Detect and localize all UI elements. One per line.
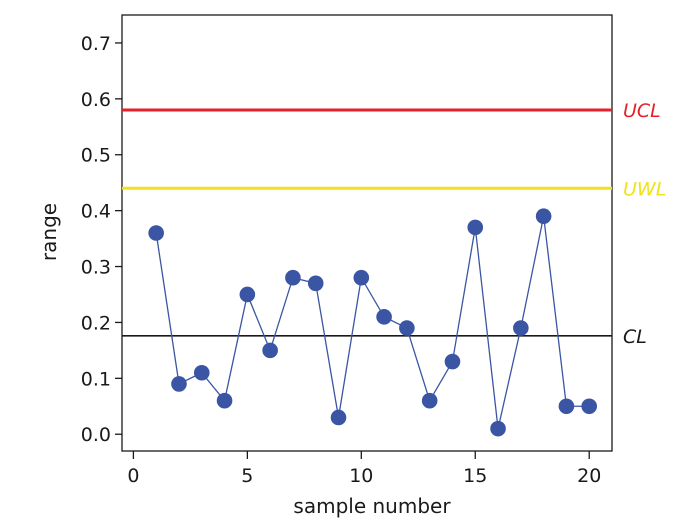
y-tick-label: 0.4	[81, 201, 111, 223]
x-axis-title: sample number	[293, 494, 451, 518]
data-point	[513, 320, 529, 336]
y-axis-title: range	[37, 203, 61, 261]
data-point	[148, 225, 164, 241]
ref-label-cl: CL	[623, 326, 647, 348]
data-point	[581, 398, 598, 415]
data-point	[535, 208, 552, 225]
y-axis: 0.0 0.1 0.2 0.3 0.4 0.5 0.6 0.7	[81, 33, 122, 446]
data-point	[262, 342, 278, 359]
x-tick-label: 15	[463, 465, 487, 487]
data-point	[216, 392, 233, 409]
x-tick-label: 20	[577, 465, 601, 487]
data-point	[421, 392, 438, 409]
data-point	[239, 286, 256, 303]
data-point	[399, 320, 415, 336]
data-point	[376, 309, 392, 325]
data-point	[307, 275, 324, 292]
y-tick-label: 0.5	[81, 145, 111, 167]
data-point	[353, 269, 370, 286]
ref-label-ucl: UCL	[623, 100, 661, 122]
data-point	[444, 353, 461, 370]
y-tick-label: 0.3	[81, 257, 111, 279]
plot-frame	[121, 14, 613, 452]
x-axis: 0 5 10 15 20	[127, 451, 601, 487]
y-tick-label: 0.0	[81, 424, 111, 446]
y-tick-label: 0.1	[81, 368, 111, 390]
series-layer	[148, 208, 598, 437]
x-tick-label: 10	[349, 465, 373, 487]
y-tick-label: 0.6	[81, 89, 111, 111]
data-point	[193, 364, 210, 381]
reference-lines: UCL UWL CL	[122, 100, 666, 348]
data-point	[490, 420, 506, 437]
ref-label-uwl: UWL	[623, 178, 666, 200]
x-tick-label: 5	[241, 465, 253, 487]
series-line	[155, 216, 590, 429]
y-tick-label: 0.2	[81, 312, 111, 334]
data-point	[558, 398, 575, 415]
data-point	[285, 269, 301, 286]
data-point	[171, 376, 187, 392]
data-point	[330, 409, 347, 426]
data-point	[467, 219, 484, 236]
x-tick-label: 0	[127, 465, 139, 487]
y-tick-label: 0.7	[81, 33, 111, 55]
